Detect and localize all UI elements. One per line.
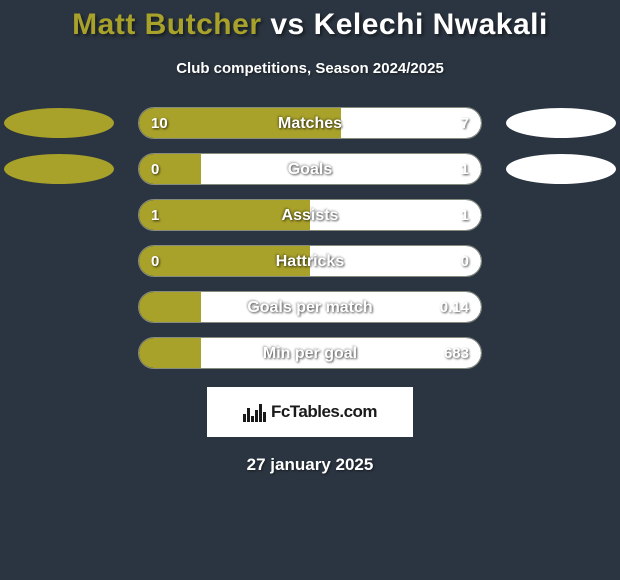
stat-bar: 01Goals [138, 153, 482, 185]
player1-badge [4, 154, 114, 184]
barchart-icon [243, 402, 267, 422]
bar-fill-left [139, 292, 201, 322]
comparison-title: Matt Butcher vs Kelechi Nwakali [0, 0, 620, 42]
date-text: 27 january 2025 [0, 455, 620, 475]
player2-name: Kelechi Nwakali [314, 8, 548, 41]
bar-fill-right [201, 338, 481, 368]
stat-value-right: 1 [461, 200, 469, 231]
bar-fill-right [310, 200, 481, 230]
stat-bar: 0.14Goals per match [138, 291, 482, 323]
stat-value-left: 10 [151, 108, 168, 139]
stat-bar: 107Matches [138, 107, 482, 139]
stat-bar: 00Hattricks [138, 245, 482, 277]
stat-value-right: 1 [461, 154, 469, 185]
stat-row: 0.14Goals per match [0, 291, 620, 323]
stat-row: 11Assists [0, 199, 620, 231]
logo-box: FcTables.com [207, 387, 413, 437]
player1-badge [4, 108, 114, 138]
stat-bar: 11Assists [138, 199, 482, 231]
subtitle: Club competitions, Season 2024/2025 [0, 60, 620, 77]
stat-row: 00Hattricks [0, 245, 620, 277]
player1-name: Matt Butcher [72, 8, 261, 41]
stat-value-right: 0.14 [440, 292, 469, 323]
stat-value-right: 7 [461, 108, 469, 139]
bar-fill-left [139, 200, 310, 230]
stat-rows: 107Matches01Goals11Assists00Hattricks0.1… [0, 107, 620, 369]
stat-value-left: 1 [151, 200, 159, 231]
stat-row: 01Goals [0, 153, 620, 185]
bar-fill-right [310, 246, 481, 276]
player2-badge [506, 108, 616, 138]
vs-separator: vs [270, 8, 304, 41]
stat-value-right: 683 [444, 338, 469, 369]
stat-value-left: 0 [151, 246, 159, 277]
bar-fill-left [139, 108, 341, 138]
logo-inner: FcTables.com [243, 402, 377, 422]
stat-value-left: 0 [151, 154, 159, 185]
logo-text: FcTables.com [271, 402, 377, 422]
bar-fill-left [139, 154, 201, 184]
stat-row: 107Matches [0, 107, 620, 139]
player2-badge [506, 154, 616, 184]
bar-fill-left [139, 338, 201, 368]
bar-fill-right [201, 154, 481, 184]
stat-bar: 683Min per goal [138, 337, 482, 369]
stat-row: 683Min per goal [0, 337, 620, 369]
stat-value-right: 0 [461, 246, 469, 277]
bar-fill-left [139, 246, 310, 276]
